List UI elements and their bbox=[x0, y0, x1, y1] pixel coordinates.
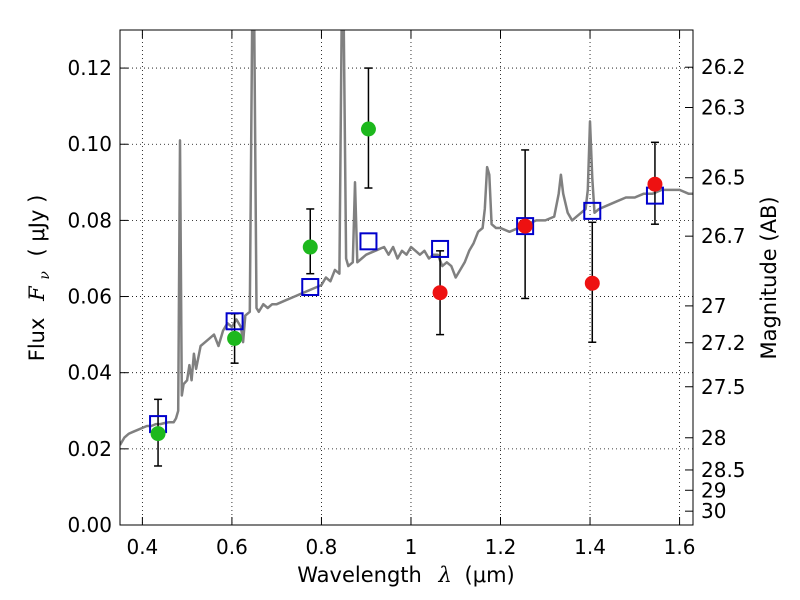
observed-point-marker bbox=[584, 275, 600, 291]
right-tick-label: 26.5 bbox=[701, 166, 746, 190]
observed-point-marker bbox=[647, 176, 663, 192]
model-square-marker bbox=[225, 312, 244, 331]
spectrum-line bbox=[120, 30, 693, 446]
y-tick-label: 0.04 bbox=[67, 361, 112, 385]
right-tick-label: 26.3 bbox=[701, 95, 746, 119]
x-tick-label: 1 bbox=[405, 535, 418, 559]
tick-layer: 0.4 0.6 0.8 1 1.2 1.4 1.6 0.00 0.02 0.04 0.06 0.08 0… bbox=[67, 30, 746, 559]
observed-point-marker bbox=[432, 285, 448, 301]
right-tick-label: 26.2 bbox=[701, 55, 746, 79]
series-layer bbox=[120, 30, 693, 467]
y-axis-label-subscript: ν bbox=[37, 271, 53, 280]
right-axis-label: Magnitude (AB) bbox=[757, 196, 781, 359]
model-square-marker bbox=[301, 278, 320, 297]
right-tick-label: 28 bbox=[701, 426, 726, 450]
y-tick-label: 0.02 bbox=[67, 437, 112, 461]
observed-point-marker bbox=[227, 330, 243, 346]
model-square-marker bbox=[359, 232, 378, 251]
right-tick-label: 29 bbox=[701, 478, 726, 502]
x-tick-label: 1.4 bbox=[574, 535, 606, 559]
y-tick-label: 0.06 bbox=[67, 285, 112, 309]
x-tick-label: 1.6 bbox=[664, 535, 696, 559]
x-tick-label: 0.4 bbox=[126, 535, 158, 559]
y-axis-label-symbol: F bbox=[25, 285, 49, 302]
model-square-marker bbox=[583, 201, 602, 220]
right-tick-label: 27 bbox=[701, 294, 726, 318]
x-axis-label-symbol: λ bbox=[438, 563, 452, 587]
x-tick-label: 0.8 bbox=[306, 535, 338, 559]
x-tick-label: 1.2 bbox=[485, 535, 517, 559]
x-tick-label: 0.6 bbox=[216, 535, 248, 559]
y-axis-label-text: Flux bbox=[25, 318, 49, 362]
y-axis-label: Flux F ν ( μJy ) bbox=[25, 195, 54, 362]
x-axis-label-unit: (μm) bbox=[465, 563, 515, 587]
grid-layer bbox=[120, 30, 693, 526]
observed-point-marker bbox=[302, 239, 318, 255]
observed-point-marker bbox=[360, 121, 376, 137]
y-tick-label: 0.08 bbox=[67, 208, 112, 232]
right-tick-label: 27.2 bbox=[701, 331, 746, 355]
y-tick-label: 0.00 bbox=[67, 513, 112, 537]
right-tick-label: 27.5 bbox=[701, 375, 746, 399]
plot-frame bbox=[119, 29, 694, 526]
y-tick-label: 0.12 bbox=[67, 56, 112, 80]
observed-point-marker bbox=[150, 426, 166, 442]
y-tick-label: 0.10 bbox=[67, 132, 112, 156]
x-axis-label: Wavelength λ (μm) bbox=[297, 563, 514, 587]
y-axis-label-unit: ( μJy ) bbox=[25, 195, 49, 257]
model-square-marker bbox=[516, 217, 535, 236]
x-axis-label-text: Wavelength bbox=[297, 563, 422, 587]
right-tick-label: 28.5 bbox=[701, 458, 746, 482]
model-square-marker bbox=[431, 239, 450, 258]
observed-point-marker bbox=[517, 218, 533, 234]
right-tick-label: 30 bbox=[701, 499, 726, 523]
right-tick-label: 26.7 bbox=[701, 224, 746, 248]
